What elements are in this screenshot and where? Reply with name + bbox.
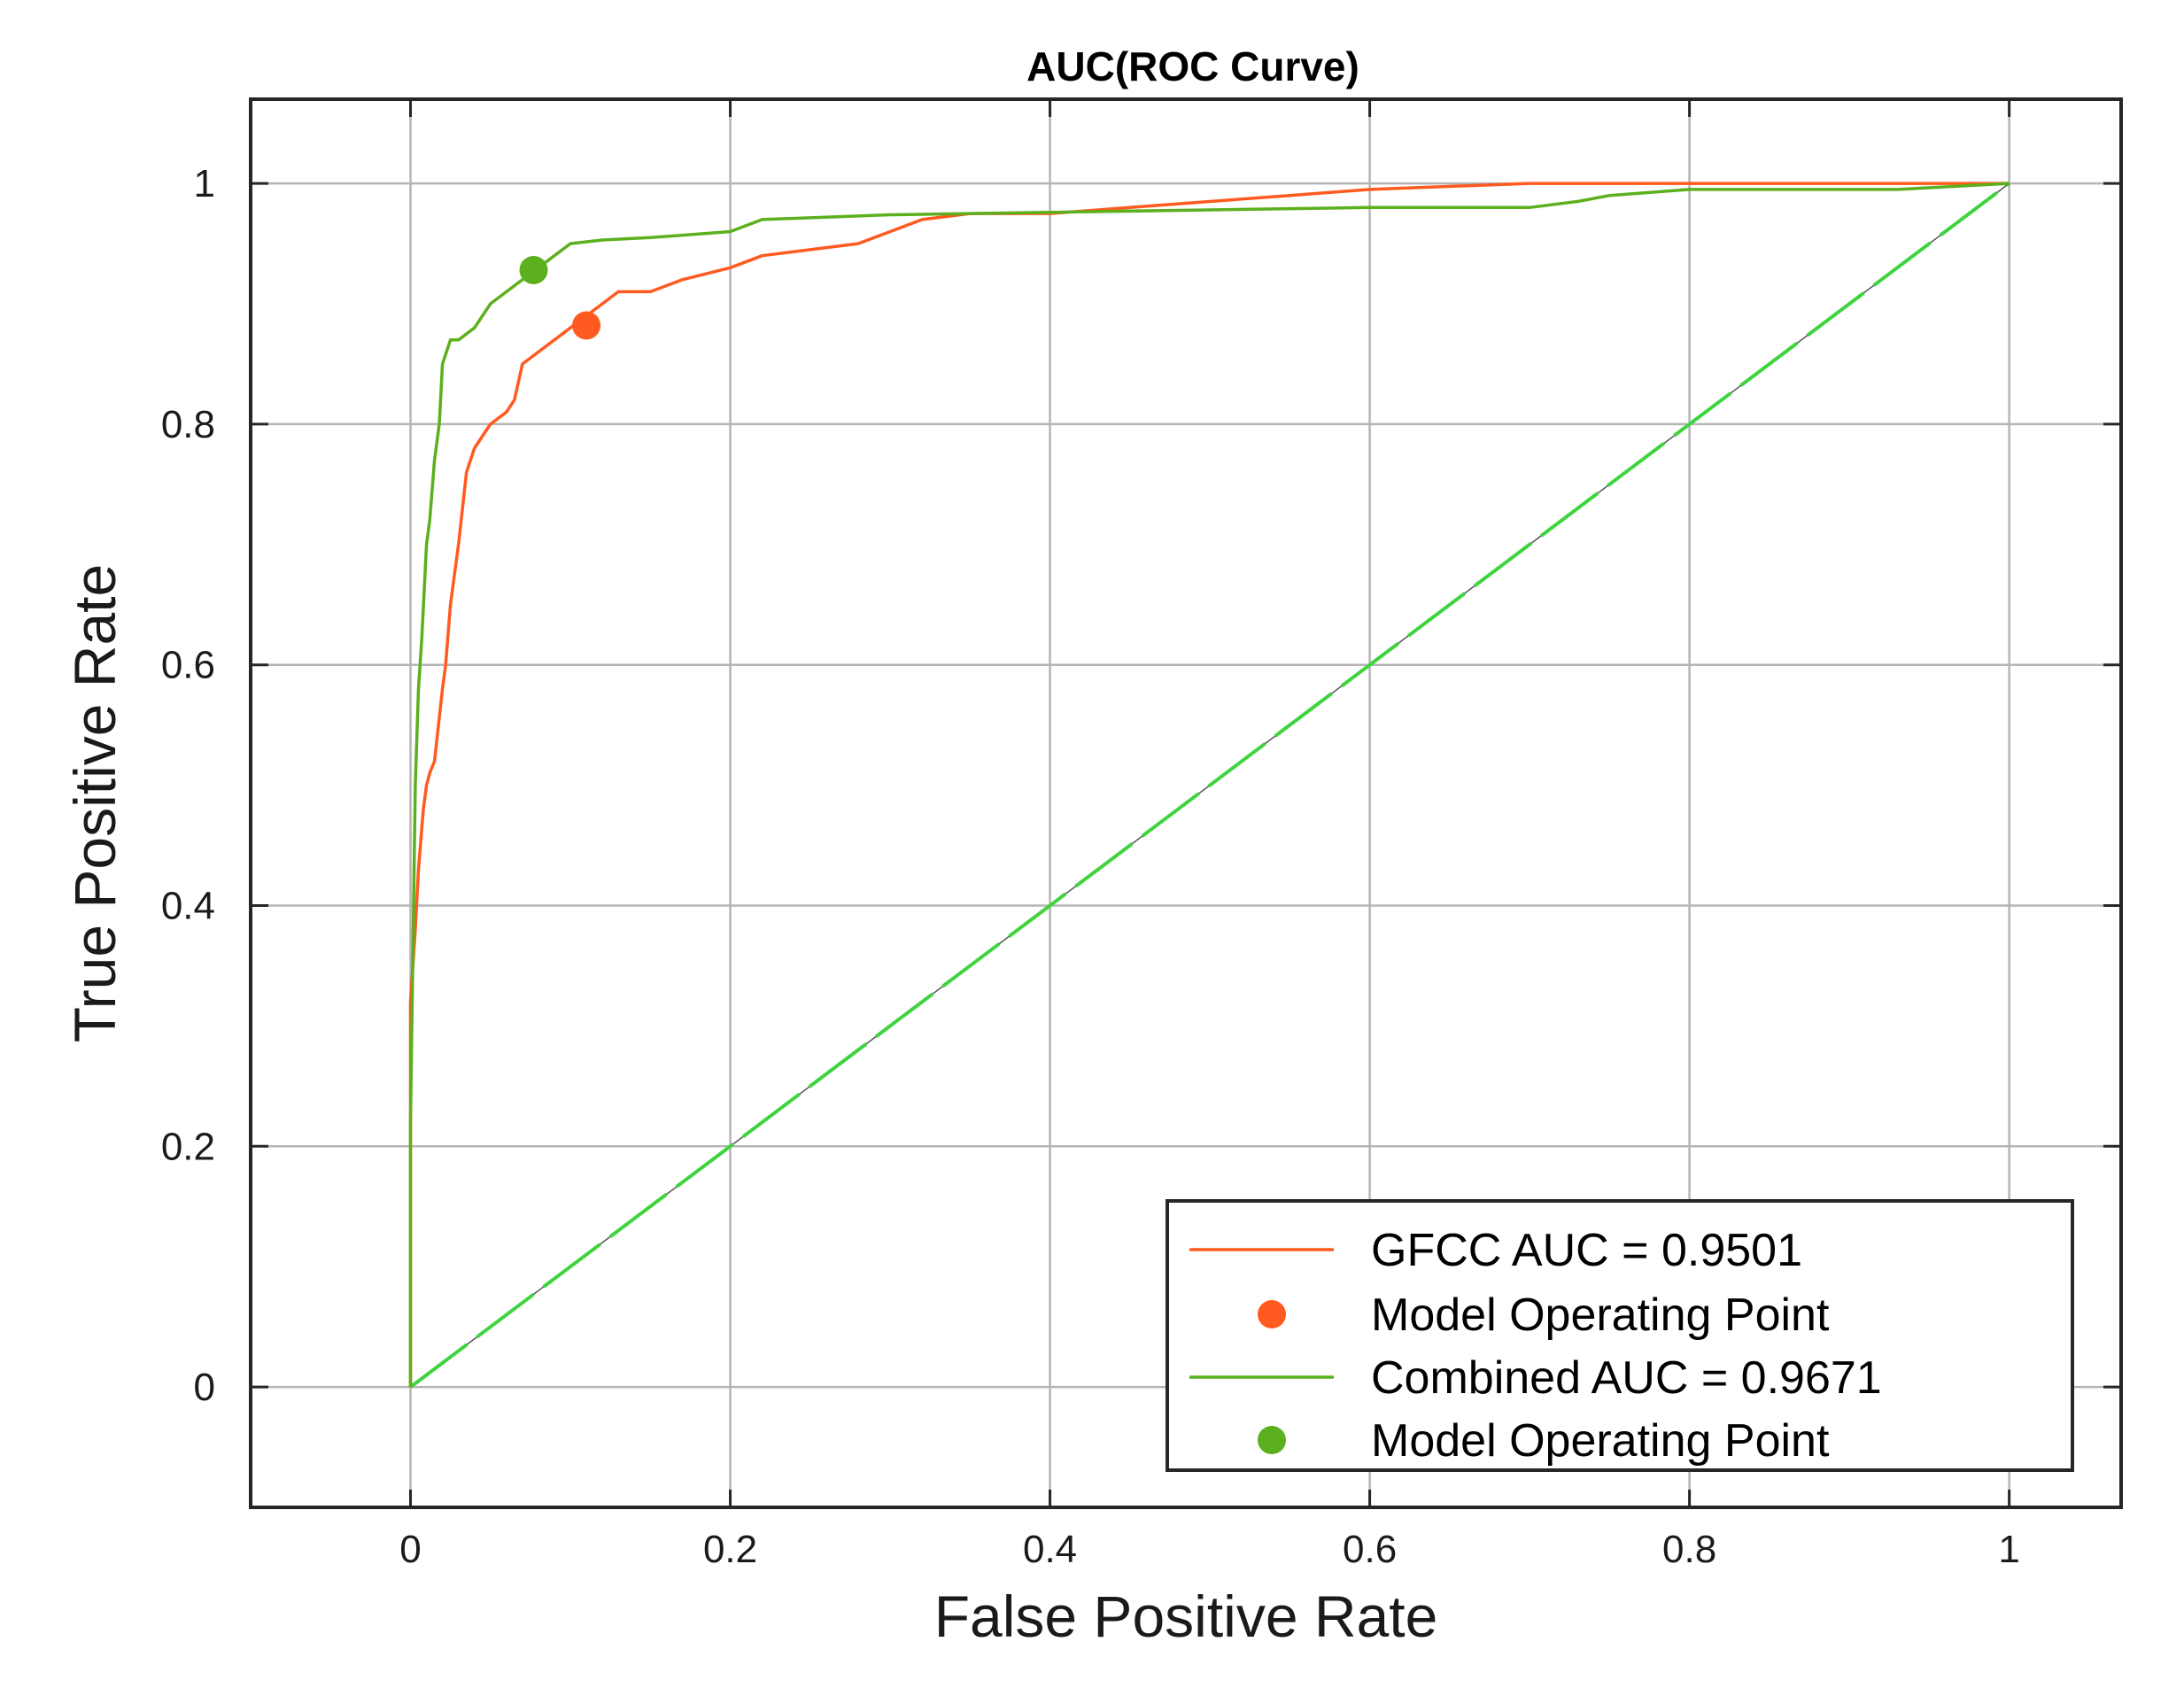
chance-line-layer	[409, 182, 2010, 1389]
plot-frame	[249, 97, 2123, 1509]
legend-dot-swatch	[1258, 1426, 1286, 1454]
x-tick-label: 0.2	[703, 1528, 757, 1571]
legend-dot-swatch	[1258, 1300, 1286, 1328]
x-tick-label: 0.8	[1662, 1528, 1716, 1571]
combined-operating-point	[519, 255, 548, 284]
chart-title: AUC(ROC Curve)	[1026, 43, 1359, 89]
gfcc-roc-line	[408, 182, 2010, 1388]
y-tick-label: 0.6	[161, 644, 215, 687]
tick-labels: 0 0.2 0.4 0.6 0.8 1 0 0.2 0.4 0.6 0.8 1	[161, 99, 2121, 1571]
y-tick-label: 0.2	[161, 1125, 215, 1168]
y-tick-label: 0.4	[161, 885, 215, 928]
y-tick-label: 0	[194, 1366, 215, 1409]
y-tick-label: 0.8	[161, 403, 215, 446]
x-tick-label: 0.4	[1023, 1528, 1077, 1571]
x-tick-label: 1	[1998, 1528, 2019, 1571]
legend: GFCC AUC = 0.9501 Model Operating Point Co…	[1166, 1199, 2074, 1472]
legend-entry-label: Model Operating Point	[1371, 1289, 1830, 1341]
legend-entry-label: GFCC AUC = 0.9501	[1371, 1225, 1802, 1276]
legend-entry-label: Model Operating Point	[1371, 1415, 1830, 1467]
x-axis-title: False Positive Rate	[934, 1584, 1438, 1649]
chance-dashed-line	[409, 182, 2010, 1389]
series-layer	[408, 182, 2010, 1388]
legend-entry-label: Combined AUC = 0.9671	[1371, 1352, 1882, 1404]
x-tick-label: 0	[399, 1528, 421, 1571]
x-tick-label: 0.6	[1343, 1528, 1397, 1571]
legend-box	[1166, 1199, 2074, 1472]
gfcc-operating-point	[572, 311, 601, 340]
y-axis-title: True Positive Rate	[62, 564, 128, 1042]
y-tick-label: 1	[194, 162, 215, 205]
